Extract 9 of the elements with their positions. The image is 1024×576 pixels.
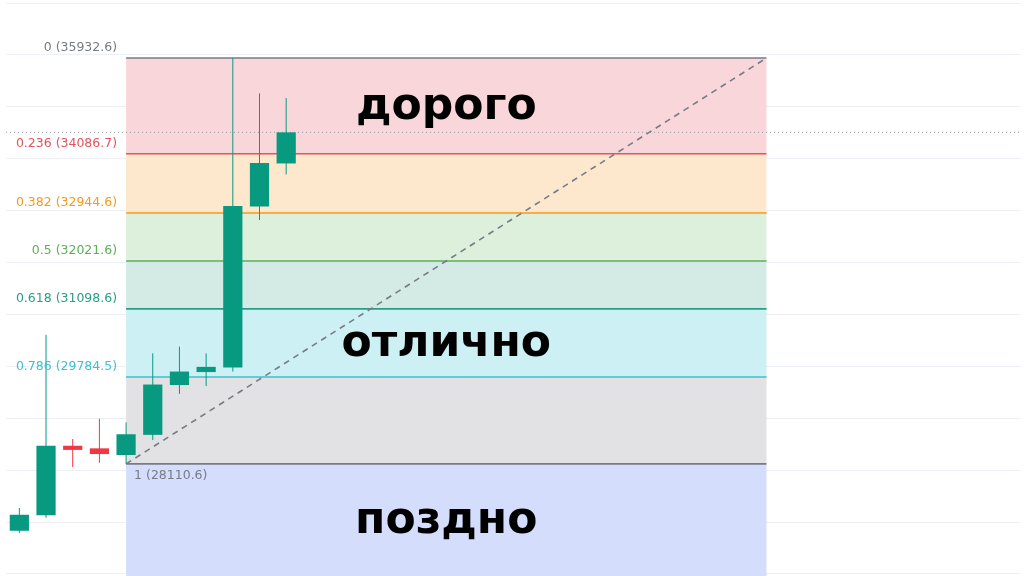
band-label: поздно [355,491,538,543]
ref-line-label: 0.236 (34086.7) [15,134,118,150]
ref-line-label: 0.618 (31098.6) [15,289,118,305]
ref-line-label: 1 (28110.6) [134,466,208,482]
band-label: дорого [355,77,537,129]
ref-line-label: 0.5 (32021.6) [31,241,118,257]
ref-line-label: 0 (35932.6) [43,38,118,54]
ref-line-label: 0.382 (32944.6) [15,194,118,210]
band-label: отлично [341,314,552,366]
